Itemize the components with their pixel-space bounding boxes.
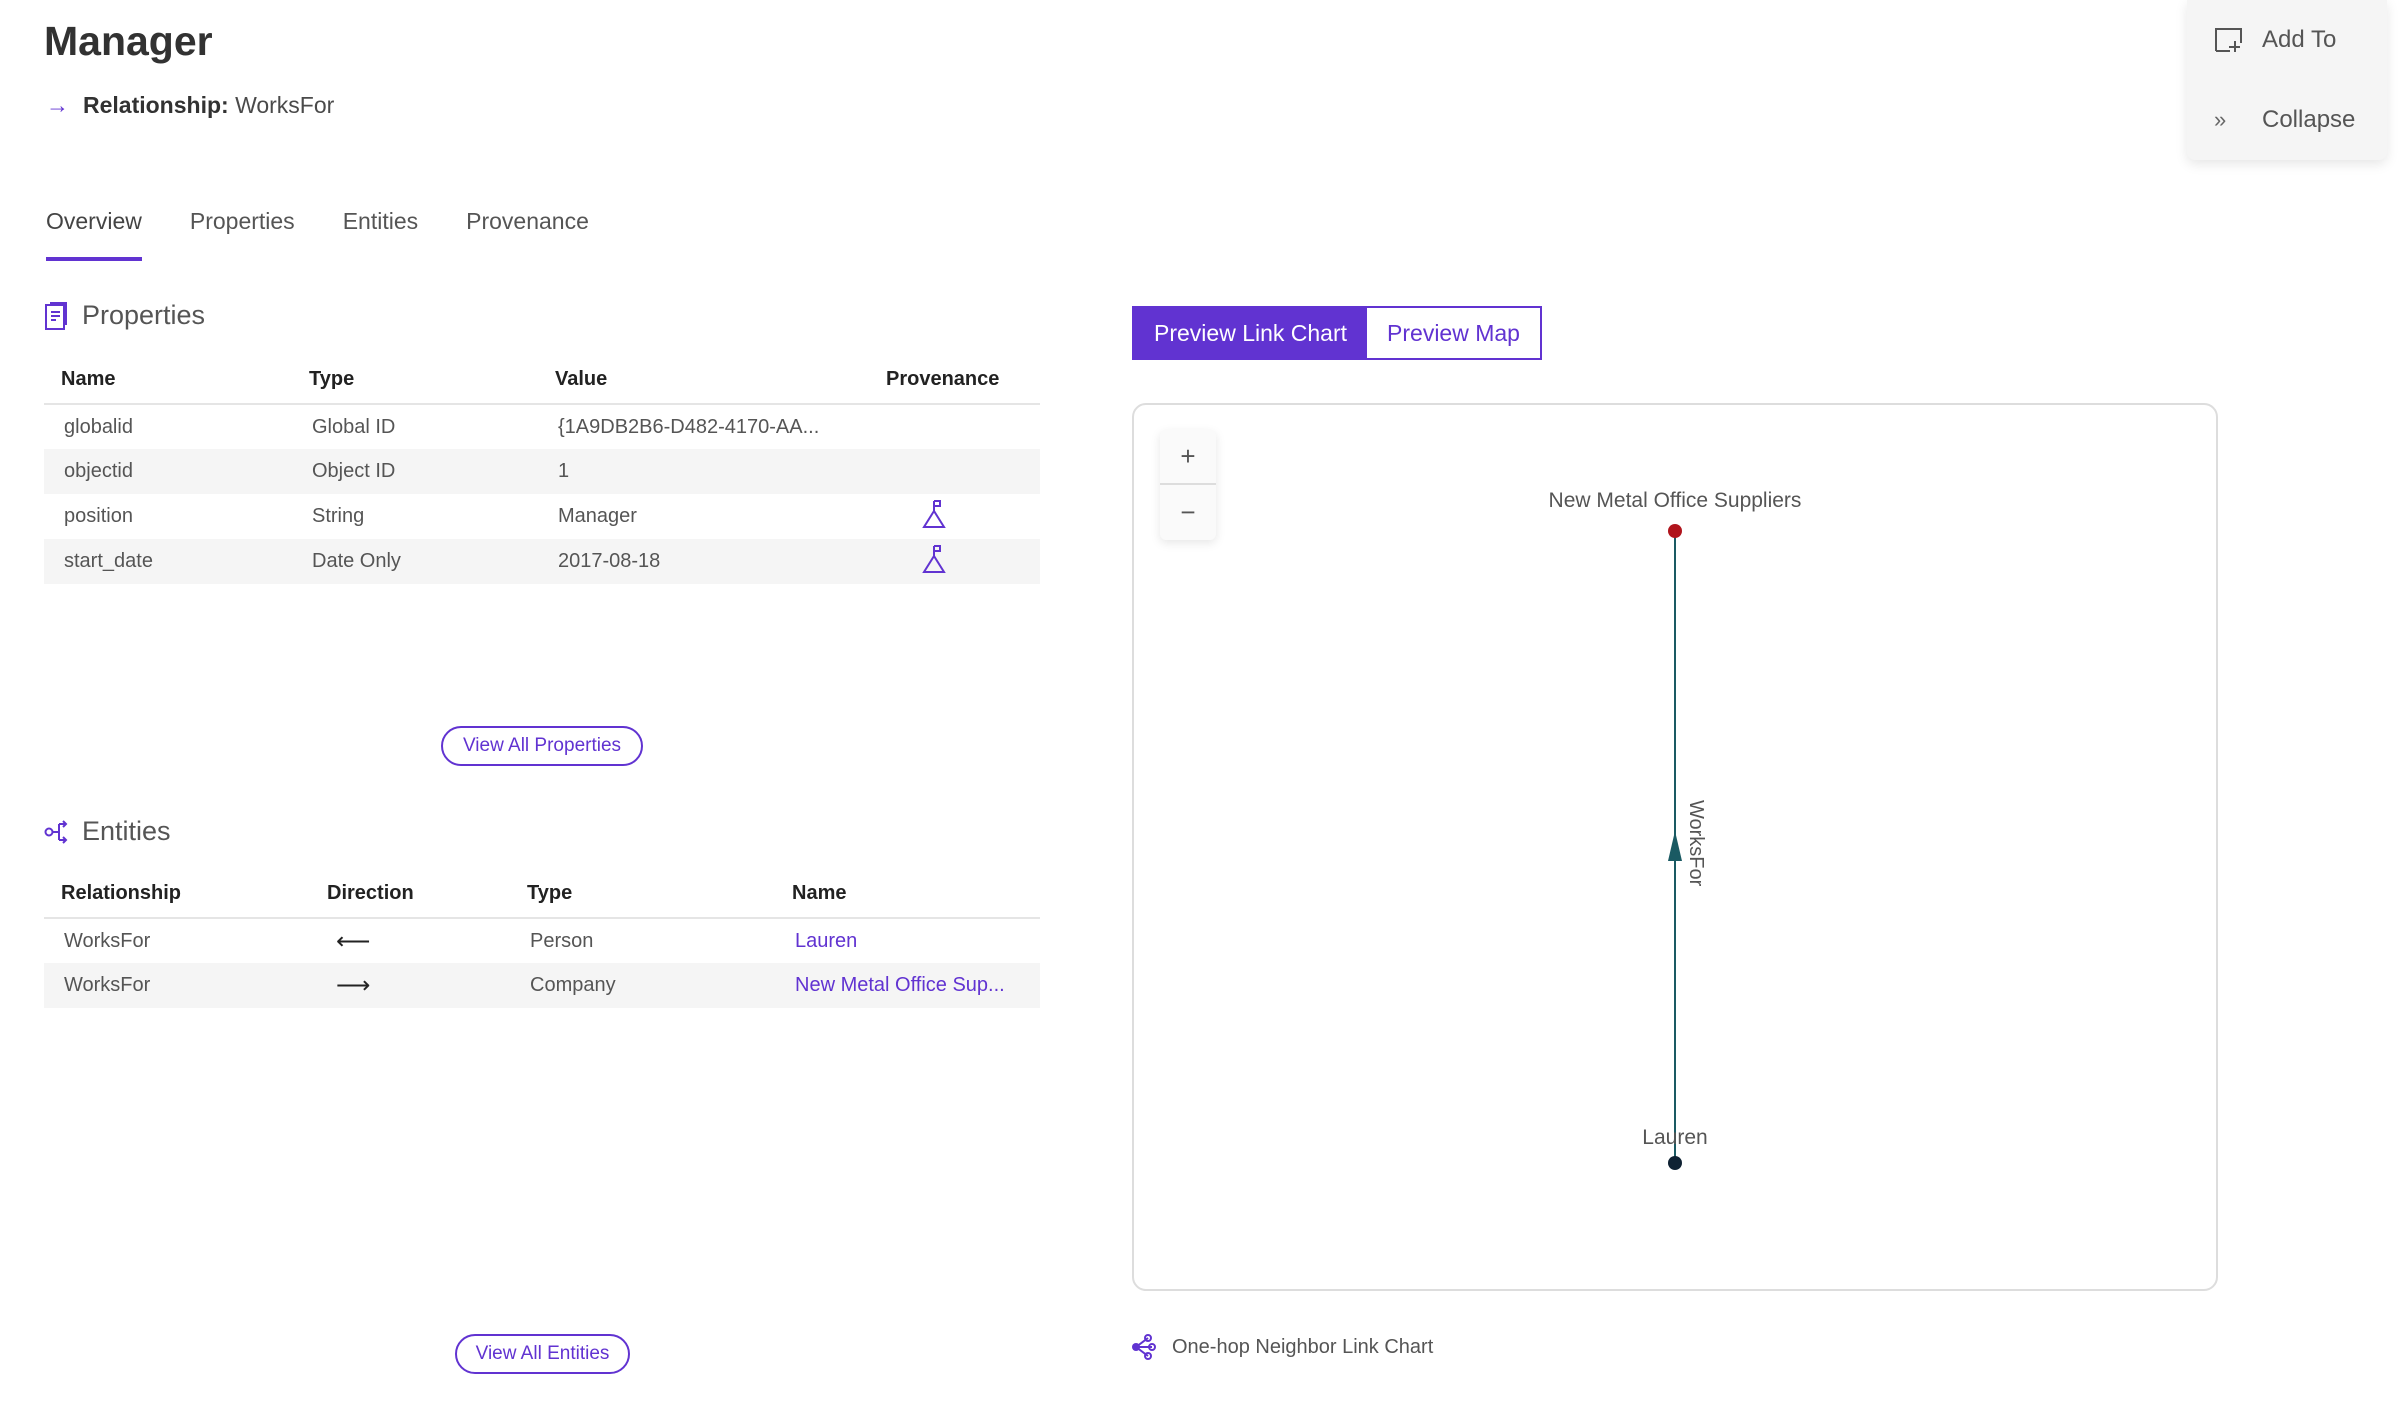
cell-type: Date Only <box>292 539 538 584</box>
node-person[interactable] <box>1668 1156 1682 1170</box>
link-chart-caption: One-hop Neighbor Link Chart <box>1130 1333 1433 1361</box>
cell-type: Object ID <box>292 449 538 494</box>
cell-name: position <box>64 505 133 527</box>
direction-arrow-right-icon: ⟶ <box>310 963 510 1008</box>
entities-icon <box>44 819 68 844</box>
link-chart-graph: WorksFor New Metal Office Suppliers Laur… <box>1549 489 1802 1170</box>
link-chart-canvas[interactable] <box>1132 403 2218 1291</box>
cell-type: Company <box>510 963 775 1008</box>
provenance-icon[interactable] <box>921 544 947 574</box>
column-header-value: Value <box>538 356 869 405</box>
properties-table: Name Type Value Provenance globalid Globa… <box>44 356 1040 584</box>
cell-value: {1A9DB2B6-D482-4170-AA... <box>558 415 820 438</box>
page-title: Manager <box>44 18 213 64</box>
node-company[interactable] <box>1668 524 1682 538</box>
relationship-value: WorksFor <box>235 92 335 118</box>
properties-icon <box>45 301 67 330</box>
relationship-type: → Relationship: WorksFor <box>46 92 334 119</box>
tab-properties[interactable]: Properties <box>189 208 295 234</box>
cell-relationship: WorksFor <box>44 963 310 1008</box>
tab-provenance[interactable]: Provenance <box>466 208 589 234</box>
column-header-relationship: Relationship <box>44 870 310 919</box>
tab-entities[interactable]: Entities <box>342 208 419 234</box>
column-header-type: Type <box>510 870 775 919</box>
column-header-direction: Direction <box>310 870 510 919</box>
column-header-name: Name <box>775 870 1040 919</box>
caption-text: One-hop Neighbor Link Chart <box>1172 1335 1434 1358</box>
arrow-right-icon: → <box>46 92 69 118</box>
entities-table: Relationship Direction Type Name WorksFo… <box>44 870 1040 1008</box>
link-chart-icon <box>1132 1334 1156 1360</box>
zoom-out-button[interactable]: − <box>1180 497 1196 527</box>
add-to-icon <box>2215 28 2242 52</box>
entity-link[interactable]: New Metal Office Sup... <box>775 963 1040 1008</box>
edge-label: WorksFor <box>1685 800 1707 887</box>
table-row: position String Manager <box>44 494 1040 539</box>
collapse-button[interactable]: » Collapse <box>2187 80 2387 160</box>
tab-overview[interactable]: Overview <box>46 208 142 261</box>
add-to-button[interactable]: Add To <box>2187 0 2387 80</box>
entities-section-header: Entities <box>44 816 171 847</box>
entity-link[interactable]: Lauren <box>795 929 858 952</box>
cell-relationship: WorksFor <box>64 929 151 952</box>
properties-title: Properties <box>82 300 206 330</box>
properties-section-header: Properties <box>44 300 205 331</box>
preview-map-button[interactable]: Preview Map <box>1367 308 1540 358</box>
cell-value: 2017-08-18 <box>538 539 869 584</box>
table-row: globalid Global ID {1A9DB2B6-D482-4170-AA.… <box>44 404 1040 449</box>
cell-name: objectid <box>44 449 292 494</box>
zoom-controls: + − <box>1160 430 1216 540</box>
view-all-entities-button[interactable]: View All Entities <box>455 1334 630 1374</box>
cell-name: globalid <box>64 415 133 438</box>
column-header-provenance: Provenance <box>869 356 1040 405</box>
table-row: objectid Object ID 1 <box>44 449 1040 494</box>
edge-arrowhead <box>1668 831 1682 861</box>
cell-name: start_date <box>44 539 292 584</box>
table-row: WorksFor ⟵ Person Lauren <box>44 918 1040 963</box>
preview-link-chart-button[interactable]: Preview Link Chart <box>1134 308 1368 358</box>
collapse-label: Collapse <box>2262 106 2356 133</box>
column-header-name: Name <box>44 356 292 405</box>
provenance-icon[interactable] <box>921 499 947 529</box>
cell-type: Person <box>530 929 594 952</box>
node-label: Lauren <box>1642 1126 1707 1149</box>
table-row: WorksFor ⟶ Company New Metal Office Sup... <box>44 963 1040 1008</box>
add-to-label: Add To <box>2262 26 2337 53</box>
column-header-type: Type <box>292 356 538 405</box>
preview-toggle: Preview Link Chart Preview Map <box>1132 306 1542 360</box>
entities-title: Entities <box>82 816 171 846</box>
cell-value: 1 <box>538 449 869 494</box>
view-all-properties-button[interactable]: View All Properties <box>441 726 643 766</box>
cell-type: Global ID <box>312 415 396 438</box>
direction-arrow-left-icon: ⟵ <box>336 927 371 955</box>
table-row: start_date Date Only 2017-08-18 <box>44 539 1040 584</box>
cell-type: String <box>312 505 365 527</box>
actions-panel: Add To » Collapse <box>2187 0 2387 160</box>
zoom-in-button[interactable]: + <box>1160 430 1216 485</box>
chevrons-right-icon: » <box>2214 107 2227 132</box>
tab-bar: Overview Properties Entities Provenance <box>46 208 589 261</box>
cell-value: Manager <box>558 505 637 527</box>
node-label: New Metal Office Suppliers <box>1549 489 1802 512</box>
relationship-label: Relationship: <box>83 92 229 118</box>
